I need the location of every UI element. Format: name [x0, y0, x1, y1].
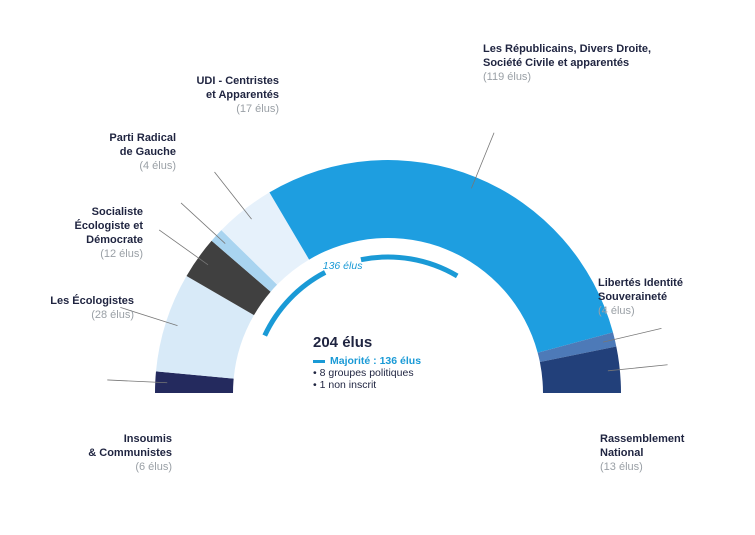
segment-lr [269, 159, 613, 353]
segment-rn [539, 346, 621, 393]
label-udi: UDI - Centristes et Apparentés (17 élus) [196, 75, 279, 115]
label-socialiste: Socialiste Écologiste et Démocrate (12 é… [74, 206, 143, 260]
total-seats-label: 204 élus [313, 334, 373, 351]
leader-line-rn [607, 364, 668, 372]
label-lr: Les Républicains, Divers Droite, Société… [483, 43, 652, 83]
leader-line-radical [180, 202, 226, 244]
label-rn: Rassemblement National (13 élus) [600, 433, 685, 473]
segment-liberte [537, 332, 617, 363]
leader-line-socialiste [158, 229, 209, 266]
label-liberte: Libertés Identité Souveraineté (4 élus) [598, 277, 683, 317]
leader-line-liberte [602, 327, 662, 343]
segment-socialiste [186, 240, 271, 316]
note-non-inscrit: • 1 non inscrit [313, 379, 377, 391]
leader-line-insoumis [107, 379, 168, 384]
label-insoumis: Insoumis & Communistes (6 élus) [88, 433, 172, 473]
majority-arc-label: 136 élus [323, 260, 363, 272]
segment-insoumis [155, 371, 234, 393]
majority-line-swatch [313, 359, 325, 363]
label-ecologistes: Les Écologistes (28 élus) [50, 295, 134, 321]
leader-line-udi [214, 171, 252, 220]
leader-line-ecologistes [120, 307, 178, 327]
majority-arc-right [360, 254, 459, 279]
majority-legend: Majorité : 136 élus [313, 355, 421, 367]
segment-ecologistes [156, 275, 254, 379]
segment-radical [211, 230, 278, 292]
majority-arc-left [262, 270, 327, 337]
segment-udi [221, 192, 310, 285]
leader-line-lr [471, 132, 495, 189]
center-legend: Majorité : 136 élus • 8 groupes politiqu… [313, 355, 421, 391]
label-radical: Parti Radical de Gauche (4 élus) [109, 132, 176, 172]
note-groups: • 8 groupes politiques [313, 367, 414, 379]
